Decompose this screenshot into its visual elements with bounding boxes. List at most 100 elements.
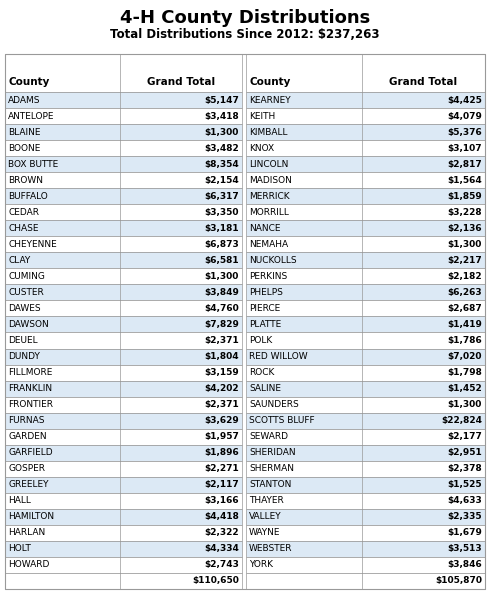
Text: $110,650: $110,650 <box>192 577 239 586</box>
Text: $1,300: $1,300 <box>205 272 239 281</box>
Text: ADAMS: ADAMS <box>8 96 41 105</box>
Bar <box>246 204 485 220</box>
Text: YORK: YORK <box>249 561 273 570</box>
Text: $4,418: $4,418 <box>204 513 239 522</box>
Bar <box>5 188 242 204</box>
Bar <box>5 461 242 477</box>
Bar <box>246 333 485 349</box>
Text: $3,107: $3,107 <box>447 144 482 153</box>
Text: $1,957: $1,957 <box>204 432 239 441</box>
Bar <box>5 493 242 509</box>
Text: BOX BUTTE: BOX BUTTE <box>8 160 58 169</box>
Text: $1,300: $1,300 <box>205 128 239 137</box>
Text: CHEYENNE: CHEYENNE <box>8 240 57 249</box>
Text: $4,334: $4,334 <box>204 545 239 554</box>
Bar <box>246 108 485 124</box>
Text: $4,760: $4,760 <box>204 304 239 313</box>
Text: $8,354: $8,354 <box>204 160 239 169</box>
Text: FRANKLIN: FRANKLIN <box>8 384 52 393</box>
Text: $3,350: $3,350 <box>204 208 239 217</box>
Text: $1,786: $1,786 <box>447 336 482 345</box>
Text: DAWSON: DAWSON <box>8 320 49 329</box>
Text: $2,951: $2,951 <box>447 448 482 457</box>
Text: $3,849: $3,849 <box>204 288 239 297</box>
Bar <box>246 461 485 477</box>
Text: MORRILL: MORRILL <box>249 208 289 217</box>
Text: $22,824: $22,824 <box>441 416 482 425</box>
Text: $7,020: $7,020 <box>447 352 482 361</box>
Bar <box>5 301 242 317</box>
Text: PIERCE: PIERCE <box>249 304 280 313</box>
Text: County: County <box>8 77 49 87</box>
Text: DAWES: DAWES <box>8 304 41 313</box>
Text: Total Distributions Since 2012: $237,263: Total Distributions Since 2012: $237,263 <box>110 27 380 40</box>
Text: $3,166: $3,166 <box>204 497 239 505</box>
Bar <box>5 252 242 268</box>
Bar <box>5 557 242 573</box>
Text: HOLT: HOLT <box>8 545 31 554</box>
Text: $2,117: $2,117 <box>204 481 239 489</box>
Bar <box>246 541 485 557</box>
Text: CUSTER: CUSTER <box>8 288 44 297</box>
Text: SHERIDAN: SHERIDAN <box>249 448 295 457</box>
Text: $3,228: $3,228 <box>447 208 482 217</box>
Text: FURNAS: FURNAS <box>8 416 45 425</box>
Text: KEITH: KEITH <box>249 112 275 121</box>
Text: $1,804: $1,804 <box>204 352 239 361</box>
Text: VALLEY: VALLEY <box>249 513 282 522</box>
Text: $1,798: $1,798 <box>447 368 482 377</box>
Text: $2,817: $2,817 <box>447 160 482 169</box>
Text: $3,846: $3,846 <box>447 561 482 570</box>
Text: BOONE: BOONE <box>8 144 40 153</box>
Text: $3,181: $3,181 <box>204 224 239 233</box>
Text: $6,263: $6,263 <box>447 288 482 297</box>
Bar <box>5 429 242 445</box>
Bar <box>5 573 242 589</box>
Text: $2,743: $2,743 <box>204 561 239 570</box>
Text: $1,452: $1,452 <box>447 384 482 393</box>
Text: GARDEN: GARDEN <box>8 432 47 441</box>
Bar <box>246 172 485 188</box>
Text: PLATTE: PLATTE <box>249 320 281 329</box>
Bar <box>246 445 485 461</box>
Text: WAYNE: WAYNE <box>249 529 280 538</box>
Bar <box>246 252 485 268</box>
Text: $2,335: $2,335 <box>447 513 482 522</box>
Text: HOWARD: HOWARD <box>8 561 49 570</box>
Text: $6,317: $6,317 <box>204 192 239 201</box>
Text: $4,079: $4,079 <box>447 112 482 121</box>
Text: STANTON: STANTON <box>249 481 292 489</box>
Bar <box>5 541 242 557</box>
Bar <box>246 525 485 541</box>
Bar <box>246 557 485 573</box>
Bar <box>246 268 485 285</box>
Text: HALL: HALL <box>8 497 31 505</box>
Bar <box>246 140 485 156</box>
Bar <box>5 92 242 108</box>
Text: $1,419: $1,419 <box>447 320 482 329</box>
Text: $4,633: $4,633 <box>447 497 482 505</box>
Text: $2,371: $2,371 <box>204 400 239 409</box>
Text: $3,513: $3,513 <box>447 545 482 554</box>
Text: $1,525: $1,525 <box>447 481 482 489</box>
Bar <box>5 365 242 381</box>
Bar <box>246 156 485 172</box>
Text: $3,482: $3,482 <box>204 144 239 153</box>
Text: BLAINE: BLAINE <box>8 128 41 137</box>
Bar <box>5 381 242 397</box>
Bar <box>246 365 485 381</box>
Text: GARFIELD: GARFIELD <box>8 448 52 457</box>
Bar <box>246 301 485 317</box>
Text: KEARNEY: KEARNEY <box>249 96 291 105</box>
Text: BUFFALO: BUFFALO <box>8 192 48 201</box>
Text: $3,418: $3,418 <box>204 112 239 121</box>
Bar <box>246 285 485 301</box>
Text: THAYER: THAYER <box>249 497 284 505</box>
Text: NANCE: NANCE <box>249 224 280 233</box>
Bar <box>246 493 485 509</box>
Text: DUNDY: DUNDY <box>8 352 40 361</box>
Bar <box>246 477 485 493</box>
Text: PERKINS: PERKINS <box>249 272 287 281</box>
Bar <box>246 188 485 204</box>
Bar <box>5 172 242 188</box>
